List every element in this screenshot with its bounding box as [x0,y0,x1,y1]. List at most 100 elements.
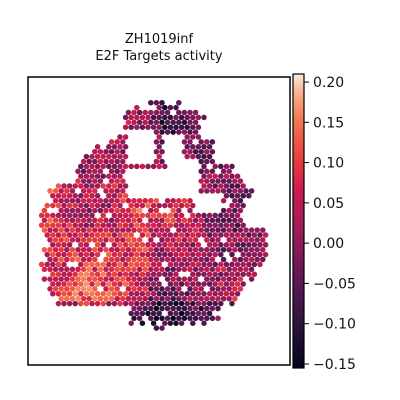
tissue-spot [229,271,235,277]
tissue-spot [128,222,134,228]
tissue-spot [184,202,190,209]
tissue-spot [106,153,112,160]
tissue-spot [240,281,246,287]
tissue-spot [204,148,210,155]
tissue-spot [190,300,196,307]
tissue-spot [72,183,78,189]
tissue-spot [55,202,62,209]
tissue-spot [142,305,148,312]
colorbar-tick-label: 0.10 [313,156,344,172]
tissue-spot [181,237,188,243]
tissue-spot [78,291,84,297]
tissue-spot [75,256,81,263]
tissue-spot [66,193,73,199]
tissue-spot [170,246,176,253]
tissue-spot [122,114,129,121]
tissue-spot [55,183,62,189]
tissue-spot [209,276,216,282]
tissue-spot [125,119,132,126]
tissue-spot [159,305,165,312]
tissue-spot [173,222,179,228]
tissue-spot [167,261,174,268]
tissue-spot [159,315,165,322]
tissue-spot [47,227,53,233]
tissue-spot [103,227,109,233]
tissue-spot [190,310,196,317]
tissue-spot [201,114,207,121]
tissue-spot [97,246,104,253]
tissue-spot [181,276,188,282]
tissue-spot [139,202,146,209]
tissue-spot [128,251,134,258]
tissue-spot [145,291,151,297]
tissue-spot [181,315,188,322]
tissue-spot [218,173,224,179]
tissue-spot [215,246,221,253]
tissue-spot [64,237,70,243]
tissue-spot [103,286,109,292]
tissue-spot [120,256,126,263]
tissue-spot [128,163,134,170]
tissue-spot [240,193,246,199]
tissue-spot [145,271,151,277]
tissue-spot [162,271,168,277]
tissue-spot [89,212,95,219]
tissue-spot [204,315,210,322]
tissue-spot [125,227,132,233]
tissue-spot [192,119,199,126]
tissue-spot [150,114,157,121]
tissue-spot [153,217,160,224]
tissue-spot [215,276,221,282]
tissue-spot [83,212,90,219]
tissue-spot [139,222,146,228]
tissue-spot [117,212,123,219]
tissue-spot [44,212,50,219]
tissue-spot [220,286,227,292]
tissue-spot [89,232,95,238]
tissue-spot [201,271,207,277]
tissue-spot [195,153,202,160]
tissue-spot [78,242,84,248]
tissue-spot [108,256,115,263]
tissue-spot [83,281,90,287]
tissue-spot [195,281,202,287]
tissue-spot [159,286,165,292]
tissue-spot [201,291,207,297]
tissue-spot [198,266,204,273]
tissue-spot [64,188,70,194]
tissue-spot [94,232,101,238]
tissue-spot [50,222,56,228]
tissue-spot [66,281,73,287]
tissue-spot [170,119,176,126]
tissue-spot [198,246,204,253]
tissue-spot [80,197,87,204]
tissue-spot [83,242,90,248]
tissue-spot [159,295,165,302]
tissue-spot [125,266,132,273]
tissue-spot [41,227,48,233]
tissue-spot [232,266,238,273]
tissue-spot [66,212,73,219]
tissue-spot [41,266,48,273]
tissue-spot [204,188,210,194]
tissue-spot [209,227,216,233]
tissue-spot [173,104,179,111]
tissue-spot [206,242,213,248]
tissue-spot [164,295,171,302]
tissue-spot [52,197,59,204]
tissue-spot [66,251,73,258]
tissue-spot [206,153,213,160]
tissue-spot [72,202,78,209]
tissue-spot [78,212,84,219]
tissue-spot [156,144,162,150]
tissue-spot [159,129,165,135]
tissue-spot [106,271,112,277]
tissue-spot [150,310,157,317]
tissue-spot [100,202,106,209]
tissue-spot [181,197,188,204]
tissue-spot [156,251,162,258]
tissue-spot [47,256,53,263]
tissue-spot [246,251,252,258]
tissue-spot [106,163,112,170]
tissue-spot [212,291,218,297]
